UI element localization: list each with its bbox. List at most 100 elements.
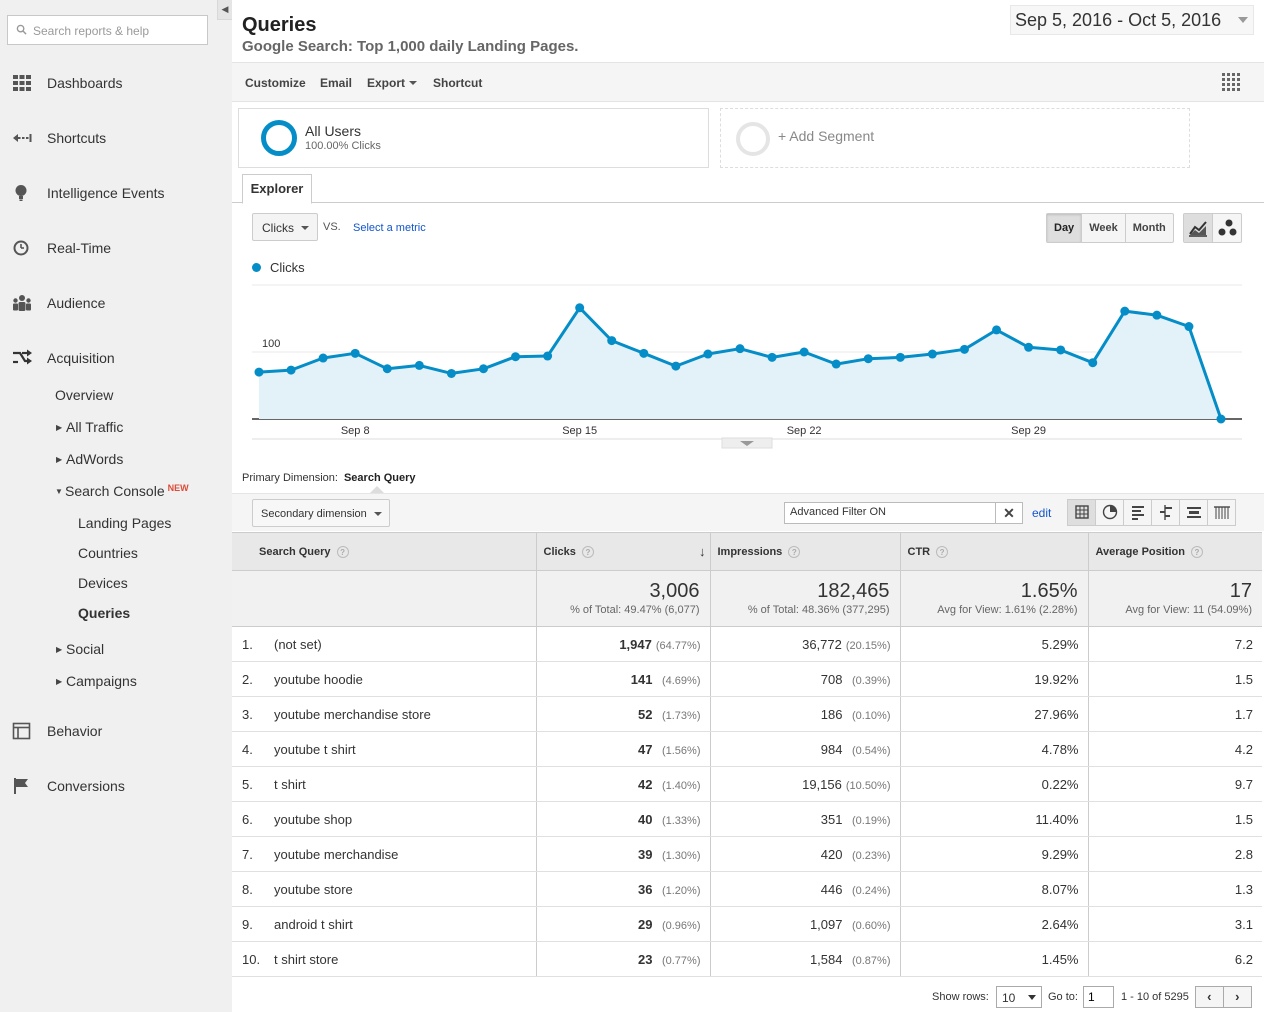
query-cell[interactable]: 8. youtube store (232, 871, 537, 907)
segment-all-users[interactable]: All Users 100.00% Clicks (238, 108, 709, 168)
performance-view-button[interactable] (1124, 500, 1152, 525)
nav-adwords[interactable]: ▶ AdWords (56, 451, 123, 467)
search-input[interactable] (33, 22, 203, 39)
nav-overview[interactable]: Overview (55, 387, 113, 403)
goto-page-input[interactable] (1083, 986, 1114, 1008)
rows-per-page-select[interactable]: 10 (996, 986, 1042, 1008)
table-row[interactable]: 3. youtube merchandise store 52 (1.73%) 186 (… (232, 696, 1262, 732)
search-box[interactable] (7, 15, 208, 45)
metric-select[interactable]: Clicks (252, 213, 318, 241)
table-row[interactable]: 7. youtube merchandise 39 (1.30%) 420 (0.23%)… (232, 836, 1262, 872)
data-point[interactable] (927, 349, 937, 359)
data-point[interactable] (703, 349, 713, 359)
data-point[interactable] (1152, 310, 1162, 320)
nav-dashboards[interactable]: Dashboards (0, 68, 217, 98)
data-point[interactable] (1056, 345, 1066, 355)
primary-dimension-value[interactable]: Search Query (343, 472, 416, 484)
nav-devices[interactable]: Devices (78, 575, 128, 591)
collapse-sidebar-button[interactable]: ◀ (217, 0, 232, 20)
chart-collapse-handle[interactable] (721, 437, 773, 449)
data-point[interactable] (478, 364, 488, 374)
data-point[interactable] (318, 353, 328, 363)
shortcut-button[interactable]: Shortcut (433, 76, 483, 90)
nav-conversions[interactable]: Conversions (0, 771, 217, 801)
interval-month-button[interactable]: Month (1132, 222, 1166, 234)
data-point[interactable] (575, 303, 585, 313)
motion-chart-button[interactable] (1213, 214, 1242, 242)
data-point[interactable] (959, 344, 969, 354)
export-button[interactable]: Export (367, 76, 418, 90)
customize-button[interactable]: Customize (245, 76, 306, 90)
column-header-impressions[interactable]: Impressions? (710, 532, 901, 571)
data-point[interactable] (863, 354, 873, 364)
data-point[interactable] (895, 352, 905, 362)
data-point[interactable] (831, 359, 841, 369)
nav-queries[interactable]: Queries (78, 605, 130, 621)
advanced-filter-field[interactable]: Advanced Filter ON ✕ (784, 502, 1023, 524)
query-text[interactable]: youtube merchandise (274, 846, 399, 862)
nav-intelligence-events[interactable]: Intelligence Events (0, 178, 217, 208)
nav-countries[interactable]: Countries (78, 545, 138, 561)
data-point[interactable] (414, 360, 424, 370)
query-text[interactable]: (not set) (274, 636, 322, 652)
query-text[interactable]: t shirt store (274, 951, 339, 967)
query-text[interactable]: youtube t shirt (274, 741, 356, 757)
edit-filter-link[interactable]: edit (1032, 506, 1052, 520)
data-point[interactable] (735, 344, 745, 354)
comparison-view-button[interactable] (1152, 500, 1180, 525)
query-cell[interactable]: 9. android t shirt (232, 906, 537, 942)
data-point[interactable] (639, 348, 649, 358)
query-cell[interactable]: 5. t shirt (232, 766, 537, 802)
line-chart-button[interactable] (1184, 214, 1213, 242)
pivot-view-button[interactable] (1208, 500, 1236, 525)
help-icon[interactable]: ? (581, 545, 594, 558)
date-range-picker[interactable]: Sep 5, 2016 - Oct 5, 2016 (1010, 5, 1254, 35)
table-row[interactable]: 5. t shirt 42 (1.40%) 19,156 (10.50%) 0.22% 9.7 (232, 766, 1262, 802)
data-point[interactable] (511, 352, 521, 362)
help-icon[interactable]: ? (936, 545, 949, 558)
data-point[interactable] (446, 368, 456, 378)
nav-landing-pages[interactable]: Landing Pages (78, 515, 171, 531)
query-cell[interactable]: 2. youtube hoodie (232, 661, 537, 697)
next-page-button[interactable]: › (1235, 989, 1240, 1004)
data-point[interactable] (1120, 306, 1130, 316)
query-cell[interactable]: 6. youtube shop (232, 801, 537, 837)
help-icon[interactable]: ? (788, 545, 801, 558)
data-point[interactable] (350, 348, 360, 358)
data-point[interactable] (254, 367, 264, 377)
tab-explorer[interactable]: Explorer (242, 174, 312, 204)
close-icon[interactable]: ✕ (995, 503, 1022, 523)
table-view-button[interactable] (1068, 500, 1096, 525)
query-cell[interactable]: 3. youtube merchandise store (232, 696, 537, 732)
query-cell[interactable]: 7. youtube merchandise (232, 836, 537, 872)
query-text[interactable]: android t shirt (274, 916, 353, 932)
data-point[interactable] (799, 347, 809, 357)
nav-shortcuts[interactable]: Shortcuts (0, 123, 217, 153)
secondary-dimension-select[interactable]: Secondary dimension (252, 499, 390, 527)
nav-real-time[interactable]: Real-Time (0, 233, 217, 263)
help-icon[interactable]: ? (336, 545, 349, 558)
table-row[interactable]: 8. youtube store 36 (1.20%) 446 (0.24%) 8.07% 1… (232, 871, 1262, 907)
table-row[interactable]: 4. youtube t shirt 47 (1.56%) 984 (0.54%) 4.78… (232, 731, 1262, 767)
query-cell[interactable]: 4. youtube t shirt (232, 731, 537, 767)
table-row[interactable]: 1. (not set) 1,947 (64.77%) 36,772 (20.15%) 5.… (232, 626, 1262, 662)
nav-all-traffic[interactable]: ▶ All Traffic (56, 419, 123, 435)
data-point[interactable] (1184, 322, 1194, 332)
grid-menu-icon[interactable] (1222, 73, 1240, 91)
table-row[interactable]: 10. t shirt store 23 (0.77%) 1,584 (0.87%) 1.4… (232, 941, 1262, 977)
pie-view-button[interactable] (1096, 500, 1124, 525)
table-row[interactable]: 6. youtube shop 40 (1.33%) 351 (0.19%) 11.40% 1… (232, 801, 1262, 837)
nav-social[interactable]: ▶ Social (56, 641, 104, 657)
column-header-clicks[interactable]: Clicks? ↓ (536, 532, 711, 571)
data-point[interactable] (1216, 414, 1226, 424)
data-point[interactable] (286, 365, 296, 375)
data-point[interactable] (671, 361, 681, 371)
interval-week-button[interactable]: Week (1082, 214, 1126, 242)
add-segment-button[interactable]: + Add Segment (720, 108, 1190, 168)
nav-acquisition[interactable]: Acquisition (0, 343, 217, 373)
query-text[interactable]: youtube shop (274, 811, 353, 827)
data-point[interactable] (1088, 358, 1098, 368)
nav-audience[interactable]: Audience (0, 288, 217, 318)
data-point[interactable] (607, 336, 617, 346)
table-row[interactable]: 9. android t shirt 29 (0.96%) 1,097 (0.60%) 2.… (232, 906, 1262, 942)
